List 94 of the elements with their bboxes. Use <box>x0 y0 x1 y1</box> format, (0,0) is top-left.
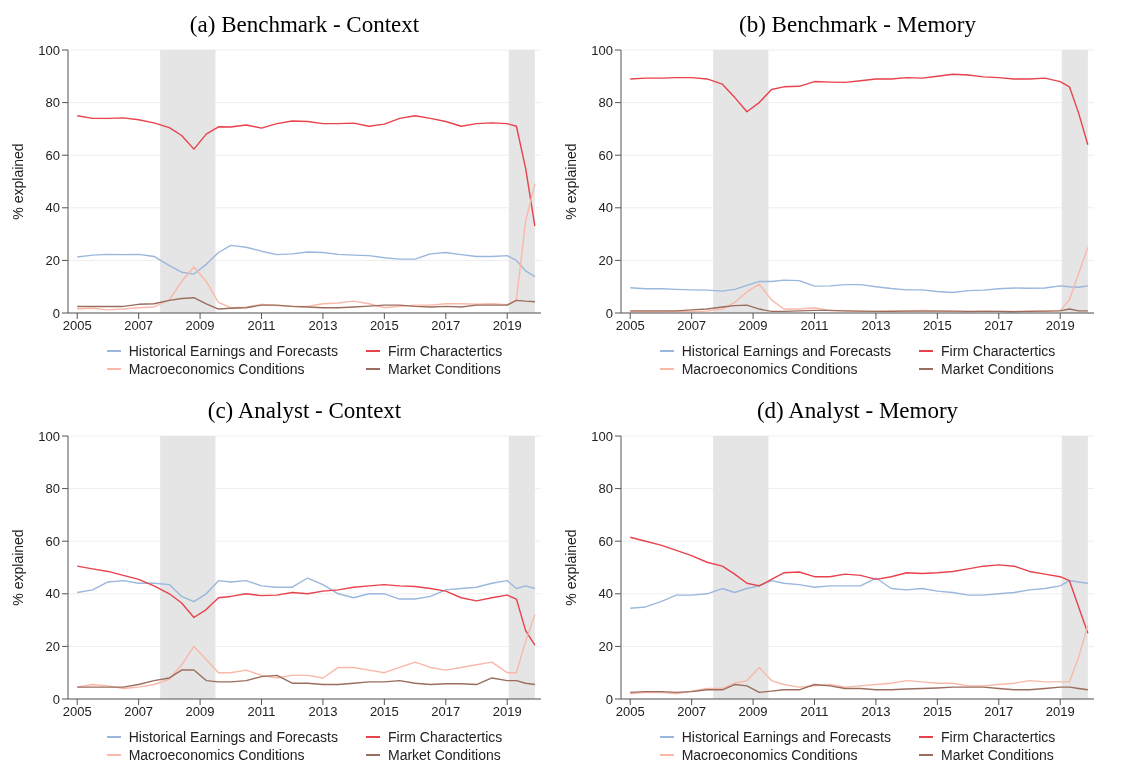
line-series <box>629 624 1089 695</box>
x-tick-label: 2013 <box>861 318 891 334</box>
y-tick-label: 100 <box>591 42 613 58</box>
legend-label: Historical Earnings and Forecasts <box>128 343 338 359</box>
x-tick-label: 2009 <box>738 704 768 720</box>
x-tick-label: 2019 <box>1045 704 1075 720</box>
x-tick-label: 2009 <box>185 704 215 720</box>
y-tick-label: 100 <box>38 42 60 58</box>
legend-label: Historical Earnings and Forecasts <box>681 343 891 359</box>
x-tick-label: 2015 <box>922 318 952 334</box>
line-series <box>76 297 536 310</box>
legend-label: Macroeconomics Conditions <box>128 747 305 763</box>
y-axis-title: % explained <box>9 529 26 606</box>
x-tick-label: 2005 <box>615 318 645 334</box>
x-tick-label: 2013 <box>308 704 338 720</box>
y-tick-label: 20 <box>598 639 613 655</box>
y-tick-label: 100 <box>38 428 60 444</box>
legend-label: Firm Charactertics <box>940 343 1056 359</box>
line-series <box>76 115 536 227</box>
y-tick-label: 80 <box>598 95 613 111</box>
y-tick-label: 80 <box>598 481 613 497</box>
x-tick-label: 2009 <box>738 318 768 334</box>
y-tick-label: 20 <box>45 639 60 655</box>
legend-label: Macroeconomics Conditions <box>681 361 858 377</box>
legend-label: Macroeconomics Conditions <box>681 747 858 763</box>
x-tick-label: 2007 <box>124 318 154 334</box>
line-series <box>76 577 536 603</box>
legend-label: Firm Charactertics <box>387 729 503 745</box>
x-tick-label: 2015 <box>369 704 399 720</box>
y-tick-label: 0 <box>605 305 613 321</box>
legend-label: Market Conditions <box>940 747 1054 763</box>
x-tick-label: 2007 <box>677 704 707 720</box>
legend-label: Historical Earnings and Forecasts <box>681 729 891 745</box>
x-tick-label: 2017 <box>984 318 1014 334</box>
chart-title: (a) Benchmark - Context <box>188 11 421 39</box>
line-series <box>629 304 1089 313</box>
y-axis-title: % explained <box>562 143 579 220</box>
y-tick-label: 80 <box>45 481 60 497</box>
x-tick-label: 2005 <box>615 704 645 720</box>
y-axis-title: % explained <box>9 143 26 220</box>
y-tick-label: 40 <box>45 200 60 216</box>
y-tick-label: 20 <box>598 253 613 269</box>
x-tick-label: 2011 <box>247 704 276 720</box>
x-tick-label: 2011 <box>800 318 829 334</box>
y-tick-label: 0 <box>605 691 613 707</box>
x-tick-label: 2005 <box>62 318 92 334</box>
legend-label: Market Conditions <box>387 361 501 377</box>
y-tick-label: 60 <box>598 533 613 549</box>
x-tick-label: 2017 <box>431 318 461 334</box>
line-series <box>76 244 536 278</box>
x-tick-label: 2011 <box>247 318 276 334</box>
line-series <box>629 279 1089 294</box>
y-tick-label: 100 <box>591 428 613 444</box>
x-tick-label: 2013 <box>861 704 891 720</box>
line-series <box>76 565 536 646</box>
x-tick-label: 2019 <box>492 704 522 720</box>
x-tick-label: 2007 <box>124 704 154 720</box>
y-tick-label: 40 <box>598 586 613 602</box>
x-tick-label: 2015 <box>922 704 952 720</box>
y-tick-label: 0 <box>52 305 60 321</box>
x-tick-label: 2017 <box>984 704 1014 720</box>
x-tick-label: 2011 <box>800 704 829 720</box>
x-tick-label: 2017 <box>431 704 461 720</box>
x-tick-label: 2013 <box>308 318 338 334</box>
line-series <box>629 536 1089 634</box>
y-tick-label: 40 <box>45 586 60 602</box>
x-tick-label: 2009 <box>185 318 215 334</box>
legend-label: Historical Earnings and Forecasts <box>128 729 338 745</box>
legend-label: Market Conditions <box>387 747 501 763</box>
legend-label: Macroeconomics Conditions <box>128 361 305 377</box>
y-tick-label: 60 <box>45 533 60 549</box>
chart-title: (b) Benchmark - Memory <box>738 11 977 39</box>
x-tick-label: 2015 <box>369 318 399 334</box>
line-series <box>76 669 536 688</box>
y-tick-label: 40 <box>598 200 613 216</box>
chart-title: (d) Analyst - Memory <box>755 397 960 425</box>
y-tick-label: 80 <box>45 95 60 111</box>
legend-label: Firm Charactertics <box>940 729 1056 745</box>
x-tick-label: 2019 <box>1045 318 1075 334</box>
y-tick-label: 20 <box>45 253 60 269</box>
chart-title: (c) Analyst - Context <box>206 397 403 425</box>
line-series <box>76 183 536 311</box>
line-series <box>629 73 1089 146</box>
x-tick-label: 2005 <box>62 704 92 720</box>
legend-label: Market Conditions <box>940 361 1054 377</box>
line-series <box>629 683 1089 694</box>
x-tick-label: 2007 <box>677 318 707 334</box>
line-series <box>629 577 1089 609</box>
y-axis-title: % explained <box>562 529 579 606</box>
y-tick-label: 60 <box>45 147 60 163</box>
y-tick-label: 0 <box>52 691 60 707</box>
legend-label: Firm Charactertics <box>387 343 503 359</box>
x-tick-label: 2019 <box>492 318 522 334</box>
y-tick-label: 60 <box>598 147 613 163</box>
